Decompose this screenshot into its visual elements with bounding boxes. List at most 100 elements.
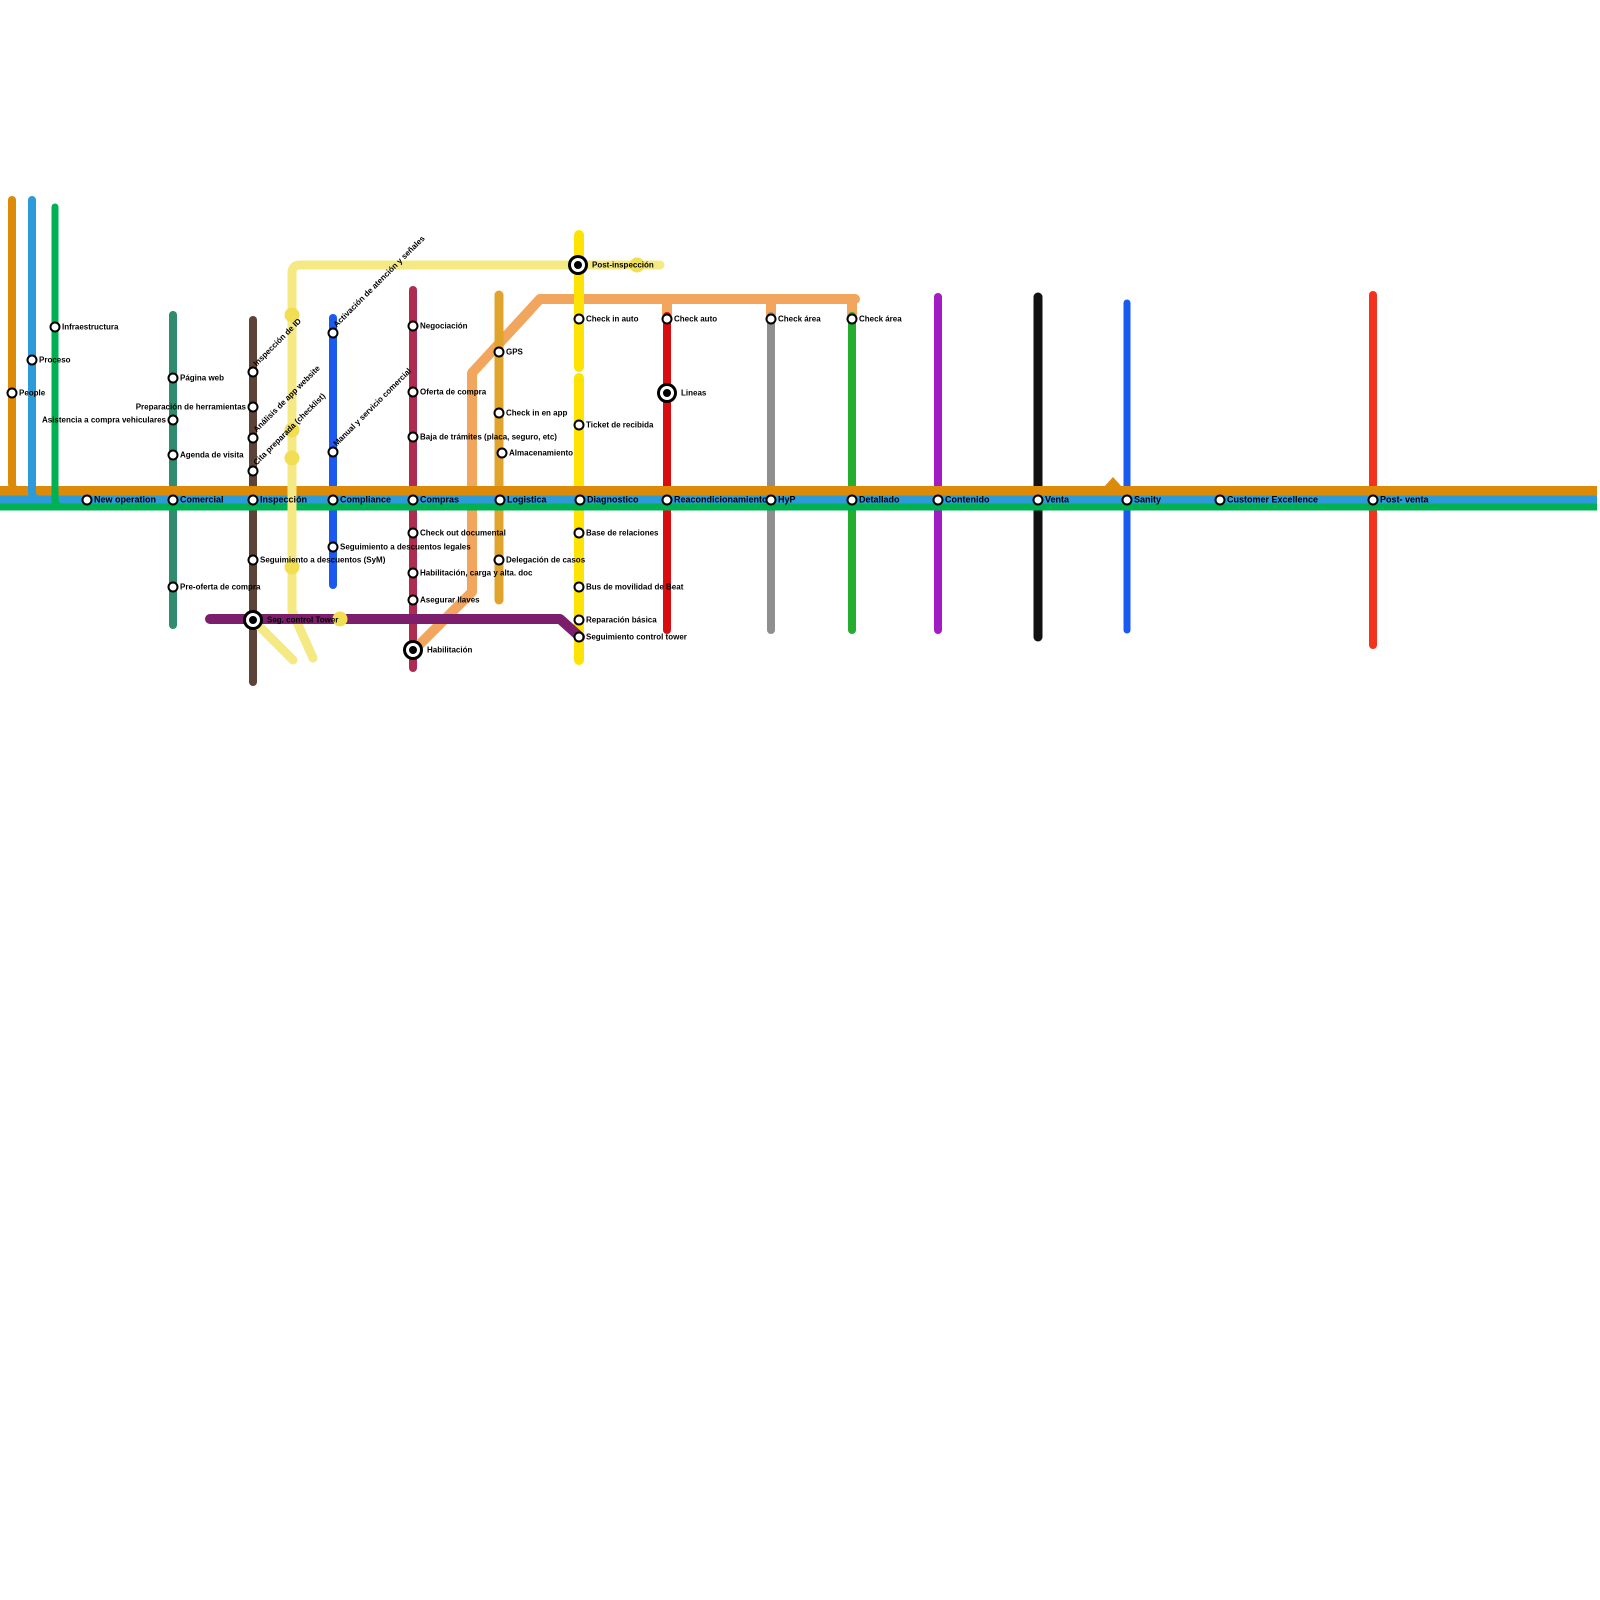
station-label-pre-oferta: Pre-oferta de compra	[180, 582, 261, 592]
station-marker-inspeccion	[247, 494, 259, 506]
station-marker-sanity	[1121, 494, 1133, 506]
station-marker-analisis-app	[247, 432, 259, 444]
station-label-asegurar-llaves: Asegurar llaves	[420, 595, 480, 605]
station-marker-cita-preparada	[247, 465, 259, 477]
station-label-sanity: Sanity	[1134, 494, 1162, 505]
station-label-reacondicionamiento: Reacondicionamiento	[674, 494, 768, 505]
station-label-check-area-2: Check área	[859, 314, 902, 324]
station-label-prep-herramientas: Preparación de herramientas	[135, 402, 246, 412]
station-label-negociacion: Negociación	[420, 321, 468, 331]
station-marker-asistencia-compra	[167, 414, 179, 426]
station-label-diagnostico: Diagnostico	[587, 494, 639, 505]
interchange-marker-seg-control-tower	[246, 613, 260, 627]
station-marker-pre-oferta	[167, 581, 179, 593]
station-label-contenido: Contenido	[945, 494, 990, 505]
line-infraestructura	[51, 203, 67, 511]
station-label-almacenamiento: Almacenamiento	[509, 448, 574, 458]
station-label-compliance: Compliance	[340, 494, 392, 505]
station-label-habilitacion-carga: Habilitación, carga y alta. doc	[420, 568, 533, 578]
station-marker-compliance	[327, 494, 339, 506]
station-label-reparacion-basica: Reparación básica	[586, 615, 657, 625]
station-label-oferta-compra: Oferta de compra	[420, 387, 487, 397]
station-marker-ticket-recibida	[573, 419, 585, 431]
station-marker-base-relaciones	[573, 527, 585, 539]
yellow-blob-station	[332, 611, 348, 627]
station-label-proceso: Proceso	[39, 355, 71, 365]
station-label-baja-tramites: Baja de trámites (placa, seguro, etc)	[420, 432, 557, 442]
yellow-blob-station	[284, 422, 300, 438]
station-label-check-area-1: Check área	[778, 314, 821, 324]
station-marker-check-out-documental	[407, 527, 419, 539]
station-label-detallado: Detallado	[859, 494, 900, 505]
station-label-seg-control-tower: Seg. control Tower	[267, 615, 339, 625]
yellow-blob-station	[284, 307, 300, 323]
station-marker-venta	[1032, 494, 1044, 506]
station-marker-new-operation	[81, 494, 93, 506]
station-marker-hyp	[765, 494, 777, 506]
line-check	[408, 294, 860, 656]
station-label-check-in-auto: Check in auto	[586, 314, 639, 324]
line-proceso	[28, 196, 45, 504]
station-label-customer-excellence: Customer Excellence	[1227, 494, 1319, 505]
station-marker-delegacion-casos	[493, 554, 505, 566]
station-label-asistencia-compra: Asistencia a compra vehiculares	[41, 415, 166, 425]
interchange-marker-habilitacion	[406, 643, 420, 657]
station-marker-check-in-app	[493, 407, 505, 419]
station-marker-check-area-2	[846, 313, 858, 325]
station-label-people: People	[19, 388, 46, 398]
station-marker-people	[6, 387, 18, 399]
station-label-logistica: Logistica	[507, 494, 547, 505]
station-marker-oferta-compra	[407, 386, 419, 398]
station-marker-almacenamiento	[496, 447, 508, 459]
station-marker-reparacion-basica	[573, 614, 585, 626]
station-label-seguimiento-control-tower: Seguimiento control tower	[586, 632, 687, 642]
station-label-habilitacion: Habilitación	[427, 645, 473, 655]
station-label-check-in-app: Check in en app	[506, 408, 568, 418]
station-marker-post-venta	[1367, 494, 1379, 506]
line-post-inspeccion-branch	[250, 617, 298, 665]
trunk-orange-bump	[1104, 477, 1122, 487]
station-marker-reacondicionamiento	[661, 494, 673, 506]
station-label-seg-descuentos-sym: Seguimiento a descuentos (SyM)	[260, 555, 386, 565]
station-marker-infraestructura	[49, 321, 61, 333]
station-marker-asegurar-llaves	[407, 594, 419, 606]
station-label-check-auto: Check auto	[674, 314, 718, 324]
line-control-tower	[205, 614, 585, 642]
station-label-bus-movilidad: Bus de movilidad de Beat	[586, 582, 684, 592]
station-label-inspeccion: Inspección	[260, 494, 308, 505]
station-label-post-venta: Post- venta	[1380, 494, 1429, 505]
station-marker-prep-herramientas	[247, 401, 259, 413]
station-marker-habilitacion-carga	[407, 567, 419, 579]
station-marker-gps	[493, 346, 505, 358]
station-marker-customer-excellence	[1214, 494, 1226, 506]
station-marker-check-in-auto	[573, 313, 585, 325]
station-marker-proceso	[26, 354, 38, 366]
station-marker-activacion	[327, 327, 339, 339]
station-marker-seguimiento-control-tower	[573, 631, 585, 643]
station-marker-seg-descuentos-sym	[247, 554, 259, 566]
station-marker-check-auto	[661, 313, 673, 325]
station-marker-diagnostico	[574, 494, 586, 506]
line-post-inspeccion	[287, 260, 665, 663]
station-label-check-out-documental: Check out documental	[420, 528, 506, 538]
station-label-seg-descuentos-legales: Seguimiento a descuentos legales	[340, 542, 471, 552]
station-label-venta: Venta	[1045, 494, 1070, 505]
yellow-blob-station	[284, 559, 300, 575]
station-marker-logistica	[494, 494, 506, 506]
yellow-blob-station	[629, 257, 645, 273]
station-label-new-operation: New operation	[94, 494, 157, 505]
station-marker-check-area-1	[765, 313, 777, 325]
station-label-comercial: Comercial	[180, 494, 224, 505]
station-marker-baja-tramites	[407, 431, 419, 443]
station-marker-pagina-web	[167, 372, 179, 384]
station-label-pagina-web: Página web	[180, 373, 225, 383]
station-label-gps: GPS	[506, 347, 523, 357]
station-label-post-inspeccion: Post-inspección	[592, 260, 654, 270]
station-marker-inspeccion-id	[247, 366, 259, 378]
station-label-lineas: Lineas	[681, 388, 707, 398]
interchange-marker-lineas	[660, 386, 674, 400]
station-marker-detallado	[846, 494, 858, 506]
line-people	[8, 196, 24, 495]
